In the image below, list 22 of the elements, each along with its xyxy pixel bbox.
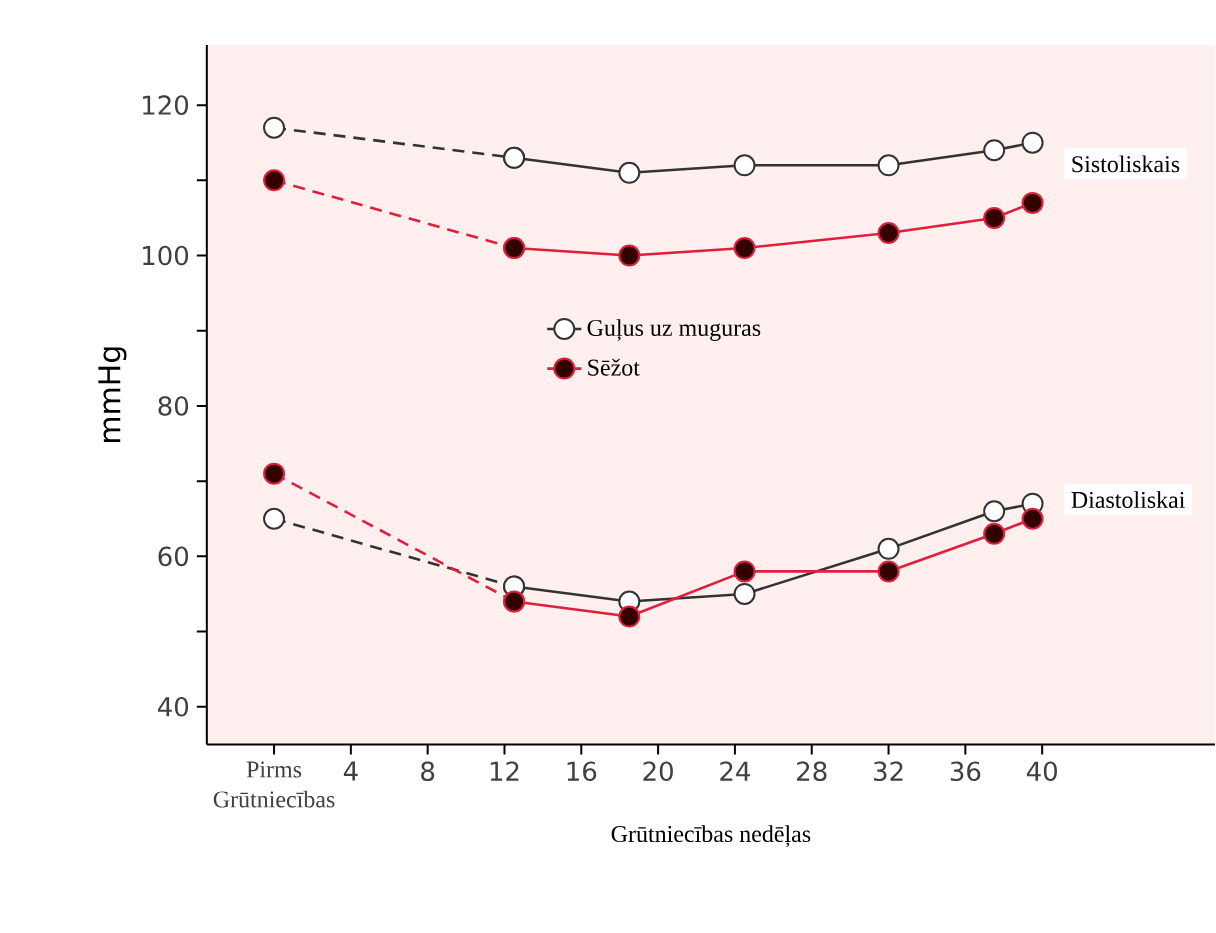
y-tick-label: 60 xyxy=(158,546,189,567)
x-axis-title: Grūtniecības nedēļas xyxy=(611,825,811,847)
x-tick-label: 28 xyxy=(797,761,827,781)
y-axis-title: mmHg xyxy=(98,347,127,442)
x-tick-label: Pirms Grūtniecības xyxy=(213,761,335,808)
legend-label: Sēžot xyxy=(588,358,640,376)
x-tick-label: 8 xyxy=(421,761,435,781)
x-tick-label: 16 xyxy=(567,761,597,781)
x-tick-label: 24 xyxy=(720,761,750,781)
y-tick-label: 40 xyxy=(157,696,189,717)
y-tick-label: 100 xyxy=(143,245,189,266)
y-tick-label: 120 xyxy=(143,95,189,115)
x-tick-label: 20 xyxy=(643,761,673,781)
legend-label: Guļus uz muguras xyxy=(587,319,761,341)
annotation: Sistoliskais xyxy=(1072,155,1180,173)
x-tick-label: 32 xyxy=(873,761,903,781)
x-tick-label: 40 xyxy=(1026,761,1057,781)
annotation: Diastoliskai xyxy=(1071,491,1185,508)
y-tick-label: 80 xyxy=(158,396,189,416)
x-tick-label: 36 xyxy=(950,761,981,781)
x-tick-label: 12 xyxy=(490,761,519,781)
x-tick-label: 4 xyxy=(343,761,358,781)
